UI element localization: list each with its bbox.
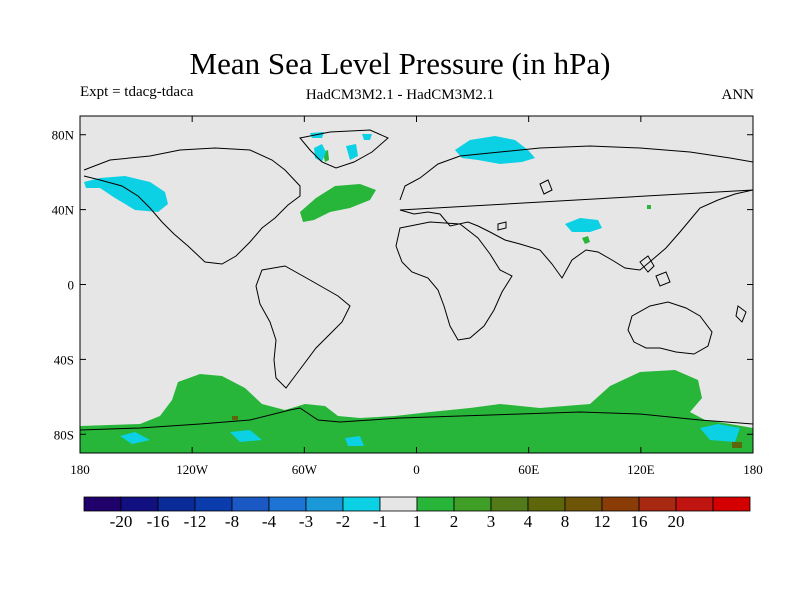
- colorbar-swatch: [120, 496, 159, 512]
- coastline-eurasia: [399, 145, 753, 279]
- colorbar-label: 16: [631, 512, 648, 531]
- colorbar-label: -4: [262, 512, 277, 531]
- coastline-greenland: [299, 129, 389, 169]
- colorbar-swatch: [305, 496, 344, 512]
- colorbar-swatch: [712, 496, 751, 512]
- colorbar-label: -3: [299, 512, 313, 531]
- model-comparison-label: HadCM3M2.1 - HadCM3M2.1: [305, 87, 495, 103]
- colorbar-swatch: [416, 496, 455, 512]
- lon-tick-label: 180: [743, 462, 763, 477]
- lon-tick-label: 0: [413, 462, 420, 477]
- pressure-field: [80, 129, 753, 453]
- colorbar-label: 8: [561, 512, 570, 531]
- colorbar-label: 1: [413, 512, 422, 531]
- colorbar-label: -2: [336, 512, 350, 531]
- experiment-label: Expt = tdacg-tdaca: [80, 84, 194, 100]
- colorbar-swatch: [527, 496, 566, 512]
- coastline-islands: [497, 179, 747, 323]
- colorbar-label: 3: [487, 512, 496, 531]
- coastline-africa: [395, 221, 513, 341]
- colorbar-swatch: [194, 496, 233, 512]
- strong-positive-spot-1: [232, 416, 238, 420]
- coastline-south-america: [255, 265, 351, 389]
- colorbar-swatch: [601, 496, 640, 512]
- axis-labels: 80N 40N 0 40S 80S 180 120W 60W 0 60E 120E 180: [52, 128, 763, 477]
- colorbar-swatch: [453, 496, 492, 512]
- negative-anomaly-north-pacific: [84, 176, 168, 212]
- colorbar: -20 -16 -12 -8 -4 -3 -2 -1 1 2 3 4 8 12 16 20: [83, 496, 751, 531]
- axis-ticks: [79, 116, 754, 453]
- colorbar-swatch: [157, 496, 196, 512]
- colorbar-swatch: [490, 496, 529, 512]
- negative-anomaly-antarctic-3: [345, 436, 364, 446]
- negative-anomaly-arctic: [310, 132, 372, 140]
- colorbar-swatch: [379, 496, 418, 512]
- season-label: ANN: [721, 87, 755, 103]
- colorbar-swatch: [231, 496, 270, 512]
- colorbar-swatch: [268, 496, 307, 512]
- colorbar-swatch: [638, 496, 677, 512]
- negative-anomaly-greenland-east: [346, 144, 358, 160]
- colorbar-label: 2: [450, 512, 459, 531]
- colorbar-label: -20: [110, 512, 133, 531]
- lat-tick-label: 0: [68, 278, 75, 293]
- lat-tick-label: 40N: [52, 203, 75, 218]
- coastline-north-america: [83, 147, 301, 265]
- coastline-australia: [627, 301, 713, 355]
- colorbar-swatch: [675, 496, 714, 512]
- positive-anomaly-himalaya: [582, 236, 590, 244]
- colorbar-swatch: [564, 496, 603, 512]
- positive-anomaly-siberia: [647, 205, 651, 209]
- lon-tick-label: 60E: [518, 462, 539, 477]
- colorbar-label: 20: [668, 512, 685, 531]
- lon-tick-label: 120W: [176, 462, 209, 477]
- lat-tick-label: 80N: [52, 128, 75, 143]
- negative-anomaly-antarctic-4: [700, 424, 740, 442]
- colorbar-label: 4: [524, 512, 533, 531]
- colorbar-label: 12: [594, 512, 611, 531]
- chart-title: Mean Sea Level Pressure (in hPa): [189, 46, 611, 81]
- negative-anomaly-antarctic-2: [230, 430, 262, 442]
- coastline-antarctica: [80, 407, 753, 431]
- positive-anomaly-north-atlantic: [300, 184, 376, 222]
- colorbar-label: -8: [225, 512, 239, 531]
- lon-tick-label: 120E: [627, 462, 655, 477]
- colorbar-swatch: [342, 496, 381, 512]
- negative-anomaly-antarctic-1: [120, 432, 150, 444]
- colorbar-label: -12: [184, 512, 207, 531]
- coastlines: [80, 129, 753, 431]
- strong-positive-spot-2: [732, 442, 742, 448]
- colorbar-swatch: [83, 496, 122, 512]
- negative-anomaly-barents-siberia: [455, 136, 535, 164]
- colorbar-label: -16: [147, 512, 170, 531]
- lat-tick-label: 40S: [54, 352, 74, 367]
- lon-tick-label: 60W: [292, 462, 318, 477]
- negative-anomaly-central-asia: [565, 218, 602, 232]
- lat-tick-label: 80S: [54, 427, 74, 442]
- colorbar-label: -1: [373, 512, 387, 531]
- lon-tick-label: 180: [70, 462, 90, 477]
